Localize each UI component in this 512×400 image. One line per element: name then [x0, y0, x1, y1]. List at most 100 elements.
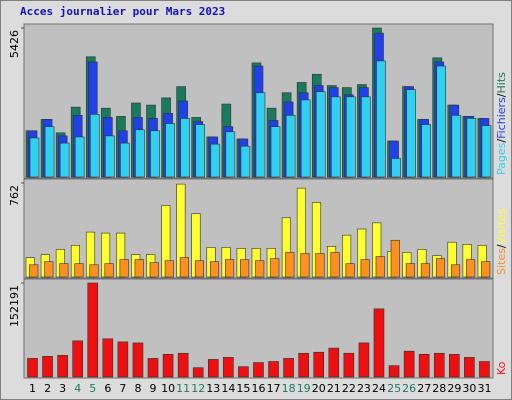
bar [165, 123, 175, 178]
x-tick-label: 2 [44, 382, 51, 395]
bar [433, 352, 445, 378]
x-tick-label: 23 [357, 382, 371, 395]
bar [89, 114, 100, 178]
bar [209, 261, 220, 278]
bar [132, 342, 144, 378]
x-tick-label: 18 [282, 382, 296, 395]
x-tick-label: 27 [417, 382, 431, 395]
bar [29, 264, 39, 278]
x-tick-label: 21 [327, 382, 341, 395]
bar [436, 65, 447, 178]
bar [300, 253, 310, 278]
x-tick-label: 11 [176, 382, 190, 395]
y-tick-label: 762 [8, 185, 21, 206]
bar [164, 260, 174, 278]
bar [149, 262, 159, 278]
x-tick-label: 24 [372, 382, 386, 395]
bar [72, 340, 83, 378]
bar [464, 357, 475, 378]
bar [59, 142, 70, 178]
bar [418, 353, 430, 378]
bar [223, 357, 234, 378]
bar [240, 259, 250, 278]
bar [270, 258, 280, 278]
bar [253, 362, 264, 378]
bar [104, 263, 114, 278]
bar [300, 99, 311, 178]
legend-entry: Pages [495, 142, 508, 175]
legend-separator: / [495, 139, 508, 143]
bar [210, 143, 221, 178]
bar [345, 263, 355, 278]
bar [330, 96, 341, 178]
bar [207, 359, 219, 378]
panel [23, 278, 494, 379]
bar [57, 355, 68, 378]
bar [388, 365, 400, 378]
y-tick-label: 5426 [8, 30, 21, 58]
x-tick-label: 26 [402, 382, 416, 395]
bar [283, 358, 294, 378]
bar [225, 259, 235, 278]
bar [466, 259, 476, 278]
bar [285, 115, 296, 178]
bar [375, 256, 385, 278]
y-tick-label: 152191 [8, 285, 21, 327]
bar [360, 259, 370, 278]
bar [27, 358, 38, 378]
bar [466, 118, 477, 178]
bar [270, 126, 281, 178]
bar [74, 136, 85, 178]
bar [87, 282, 99, 378]
bar [391, 158, 401, 178]
bar [255, 92, 266, 178]
bar [405, 263, 415, 278]
bar [481, 125, 492, 178]
bar [179, 257, 189, 278]
bar [328, 347, 340, 378]
x-tick-label: 13 [206, 382, 220, 395]
bar [479, 361, 490, 378]
bar [449, 353, 460, 378]
bar [59, 263, 69, 278]
x-tick-label: 20 [312, 382, 326, 395]
bar [194, 260, 205, 278]
bar [240, 145, 251, 178]
x-tick-label: 30 [462, 382, 476, 395]
legend-separator: / [495, 93, 508, 97]
bar [119, 259, 129, 278]
x-tick-label: 12 [191, 382, 205, 395]
bar [390, 239, 400, 278]
x-tick-label: 22 [342, 382, 356, 395]
bar [315, 91, 326, 178]
x-tick-label: 28 [432, 382, 446, 395]
bar [74, 263, 84, 278]
bar [361, 96, 371, 178]
bar [285, 252, 295, 278]
x-tick-label: 1 [29, 382, 36, 395]
bar [180, 118, 190, 178]
bar [451, 264, 461, 278]
x-tick-label: 29 [447, 382, 461, 395]
bar [162, 353, 174, 378]
x-tick-label: 8 [134, 382, 141, 395]
x-tick-label: 3 [59, 382, 66, 395]
bar [451, 115, 462, 178]
legend: Pages/Fichiers/Hits [495, 72, 508, 175]
bar [89, 264, 99, 278]
bar [134, 259, 144, 278]
bar [29, 137, 40, 178]
x-tick-label: 17 [267, 382, 281, 395]
bar [421, 124, 431, 178]
legend: Sites/Visites [495, 208, 508, 275]
bar [343, 352, 355, 378]
bar [298, 352, 309, 378]
bar [406, 89, 416, 178]
x-tick-label: 31 [477, 382, 491, 395]
legend-entry: Hits [495, 72, 508, 94]
x-tick-label: 16 [252, 382, 266, 395]
x-tick-label: 15 [236, 382, 250, 395]
bar [376, 60, 386, 178]
bar [313, 351, 325, 378]
